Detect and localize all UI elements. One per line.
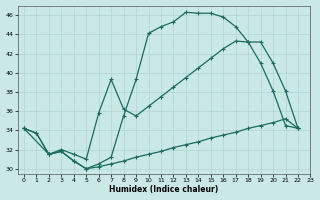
X-axis label: Humidex (Indice chaleur): Humidex (Indice chaleur) bbox=[109, 185, 219, 194]
